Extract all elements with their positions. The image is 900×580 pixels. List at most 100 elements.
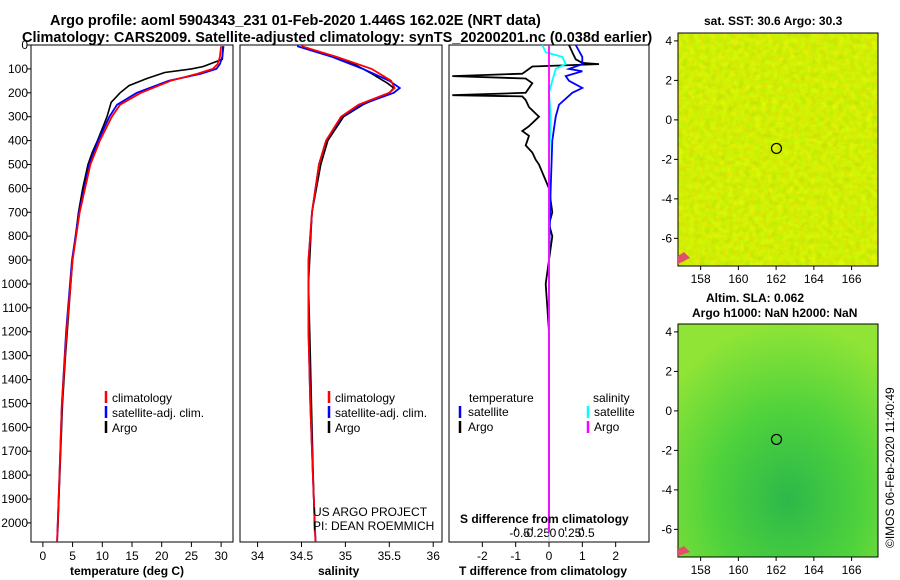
map-y-tick-label: -6	[661, 231, 672, 245]
y-tick-label: 300	[8, 110, 28, 124]
map-x-tick-label: 162	[766, 272, 786, 286]
map-x-tick-label: 158	[691, 272, 711, 286]
land-patch	[678, 546, 690, 556]
x-tick-label: 35	[339, 549, 353, 563]
map-y-tick-label: -2	[661, 152, 672, 166]
y-tick-label: 1900	[1, 492, 28, 506]
x-tick-label: 10	[96, 549, 110, 563]
map-x-tick-label: 166	[842, 272, 862, 286]
series-line-climatology	[56, 46, 222, 543]
legend-climatology: climatology	[112, 391, 172, 405]
sla-map-frame	[677, 323, 879, 558]
salinity-diff-tick-label: -0.25	[523, 526, 551, 540]
salinity-legend: climatology satellite-adj. clim. Argo	[327, 391, 427, 435]
salinity-panel: 34 34.5 35 35.5 36 salinity climatology sate…	[239, 44, 443, 578]
legend-temp-argo: Argo	[468, 420, 494, 434]
temperature-series	[56, 46, 225, 543]
map-y-tick-label: 0	[665, 404, 672, 418]
map-y-tick-label: -4	[661, 483, 672, 497]
temperature-x-label: temperature (deg C)	[70, 564, 184, 578]
y-tick-label: 1200	[1, 325, 28, 339]
x-tick-label: 36	[427, 549, 441, 563]
legend-satellite: satellite-adj. clim.	[335, 406, 427, 420]
difference-series	[452, 44, 600, 542]
temperature-panel: 0100200300400500600700800900100011001200…	[1, 38, 234, 578]
salinity-diff-tick-label: 0.25	[558, 526, 582, 540]
map-y-tick-label: 4	[665, 325, 672, 339]
y-tick-label: 1600	[1, 420, 28, 434]
sst-map-axes: 158 160 162 164 166 4 2 0 -2 -4 -6	[661, 34, 862, 286]
legend-sal-argo: Argo	[594, 420, 620, 434]
map-x-tick-label: 160	[728, 272, 748, 286]
difference-panel: -2 -1 0 1 2-0.5-0.25 0 0.250.5 T difference fr…	[448, 44, 650, 578]
series-line-temperature-argo	[452, 44, 600, 533]
difference-legend: temperature satellite Argo salinity sate…	[458, 391, 635, 434]
x-tick-label: 1	[579, 549, 586, 563]
land-patch	[678, 252, 690, 264]
map-y-tick-label: 0	[665, 113, 672, 127]
sla-map-panel: Altim. SLA: 0.062 Argo h1000: NaN h2000:…	[661, 291, 879, 577]
x-tick-label: 30	[214, 549, 228, 563]
figure-title-line2: Climatology: CARS2009. Satellite-adjuste…	[22, 30, 652, 46]
x-tick-label: -1	[510, 549, 521, 563]
map-x-tick-label: 160	[728, 563, 748, 577]
x-tick-label: 35.5	[378, 549, 402, 563]
x-tick-label: -2	[477, 549, 488, 563]
salinity-diff-tick-label: 0	[550, 526, 557, 540]
difference-x-label: T difference from climatology	[459, 564, 627, 578]
map-y-tick-label: -6	[661, 522, 672, 536]
series-line-climatology	[301, 45, 396, 543]
y-tick-label: 900	[8, 253, 28, 267]
x-tick-label: 20	[155, 549, 169, 563]
sst-map-field	[678, 33, 878, 266]
legend-temperature-title: temperature	[469, 391, 534, 405]
legend-temp-satellite: satellite	[468, 405, 509, 419]
map-x-tick-label: 164	[804, 563, 824, 577]
sla-map-title-line1: Altim. SLA: 0.062	[706, 291, 804, 305]
legend-climatology: climatology	[335, 391, 395, 405]
map-x-tick-label: 158	[691, 563, 711, 577]
salinity-diff-tick-label: -0.5	[509, 526, 530, 540]
argo-location-marker	[770, 433, 783, 446]
y-tick-label: 1100	[2, 301, 28, 315]
x-tick-label: 5	[69, 549, 76, 563]
map-x-tick-label: 164	[804, 272, 824, 286]
difference-x-axis: -2 -1 0 1 2-0.5-0.25 0 0.250.5	[477, 526, 619, 563]
y-tick-label: 600	[8, 181, 28, 195]
credit-project: US ARGO PROJECT	[313, 505, 428, 519]
salinity-series	[296, 45, 402, 543]
map-y-tick-label: -4	[661, 192, 672, 206]
map-y-tick-label: -2	[661, 443, 672, 457]
sst-map-title: sat. SST: 30.6 Argo: 30.3	[704, 14, 843, 28]
y-tick-label: 100	[8, 62, 28, 76]
credit-pi: PI: DEAN ROEMMICH	[313, 519, 434, 533]
y-tick-label: 1700	[1, 444, 28, 458]
y-tick-label: 1500	[1, 396, 28, 410]
series-line-argo	[301, 45, 395, 533]
x-tick-label: 34.5	[290, 549, 314, 563]
x-tick-label: 25	[185, 549, 199, 563]
y-tick-label: 700	[8, 205, 28, 219]
y-tick-label: 1800	[1, 468, 28, 482]
argo-location-marker	[770, 142, 783, 155]
legend-salinity-title: salinity	[593, 391, 630, 405]
sst-map-panel: sat. SST: 30.6 Argo: 30.3 158 160 162 164 16…	[661, 14, 879, 286]
legend-satellite: satellite-adj. clim.	[112, 406, 204, 420]
temperature-axes-box	[30, 44, 234, 543]
map-y-tick-label: 2	[665, 73, 672, 87]
legend-argo: Argo	[112, 421, 138, 435]
x-tick-label: 2	[612, 549, 619, 563]
map-y-tick-label: 2	[665, 364, 672, 378]
sla-map-title-line2: Argo h1000: NaN h2000: NaN	[692, 306, 857, 320]
salinity-x-label: salinity	[318, 564, 360, 578]
temperature-x-axis: 0 5 10 15 20 25 30	[40, 542, 228, 563]
salinity-diff-tick-label: 0.5	[578, 526, 595, 540]
x-tick-label: 15	[125, 549, 139, 563]
sla-map-field	[678, 324, 878, 557]
salinity-difference-label: S difference from climatology	[460, 512, 629, 526]
y-tick-label: 2000	[1, 516, 28, 530]
map-y-tick-label: 4	[665, 34, 672, 48]
y-tick-label: 500	[8, 157, 28, 171]
y-tick-label: 800	[8, 229, 28, 243]
